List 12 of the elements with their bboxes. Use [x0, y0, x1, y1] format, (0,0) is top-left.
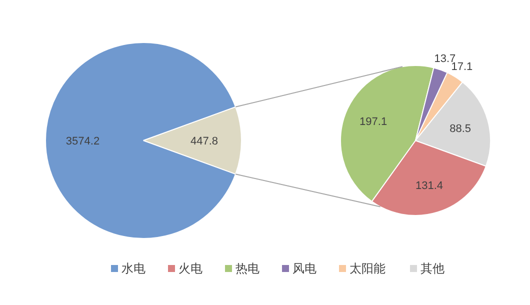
legend-label: 风电	[292, 262, 316, 276]
legend-label: 其他	[420, 262, 444, 276]
data-label: 447.8	[190, 136, 218, 148]
data-label: 17.1	[451, 61, 473, 74]
data-label: 197.1	[360, 116, 388, 128]
data-label: 131.4	[415, 180, 444, 192]
legend-label: 太阳能	[350, 262, 386, 276]
legend-label: 热电	[236, 262, 260, 276]
legend-label: 火电	[178, 262, 202, 276]
data-label: 3574.2	[66, 136, 100, 148]
legend-label: 水电	[122, 262, 146, 276]
data-label: 88.5	[450, 123, 472, 136]
